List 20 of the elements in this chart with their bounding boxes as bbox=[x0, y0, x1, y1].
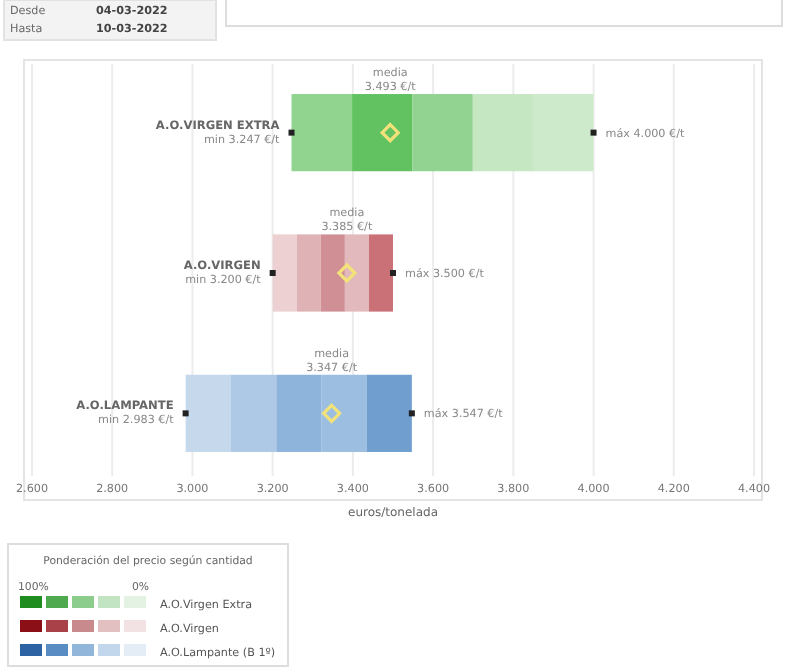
bar bbox=[368, 234, 393, 312]
point bbox=[590, 129, 597, 136]
point bbox=[408, 410, 415, 417]
point bbox=[390, 270, 396, 276]
bar bbox=[344, 234, 369, 312]
bar bbox=[185, 374, 231, 452]
bar bbox=[412, 94, 473, 172]
bar bbox=[366, 374, 412, 452]
bar bbox=[320, 234, 345, 312]
point bbox=[269, 270, 276, 276]
point bbox=[322, 403, 342, 423]
point bbox=[288, 129, 295, 136]
bar bbox=[230, 374, 277, 452]
bar bbox=[276, 374, 322, 452]
bar bbox=[272, 234, 297, 312]
bar bbox=[352, 94, 413, 172]
bar bbox=[321, 374, 367, 452]
bar bbox=[296, 234, 321, 312]
bar bbox=[291, 94, 353, 172]
point bbox=[182, 410, 189, 417]
